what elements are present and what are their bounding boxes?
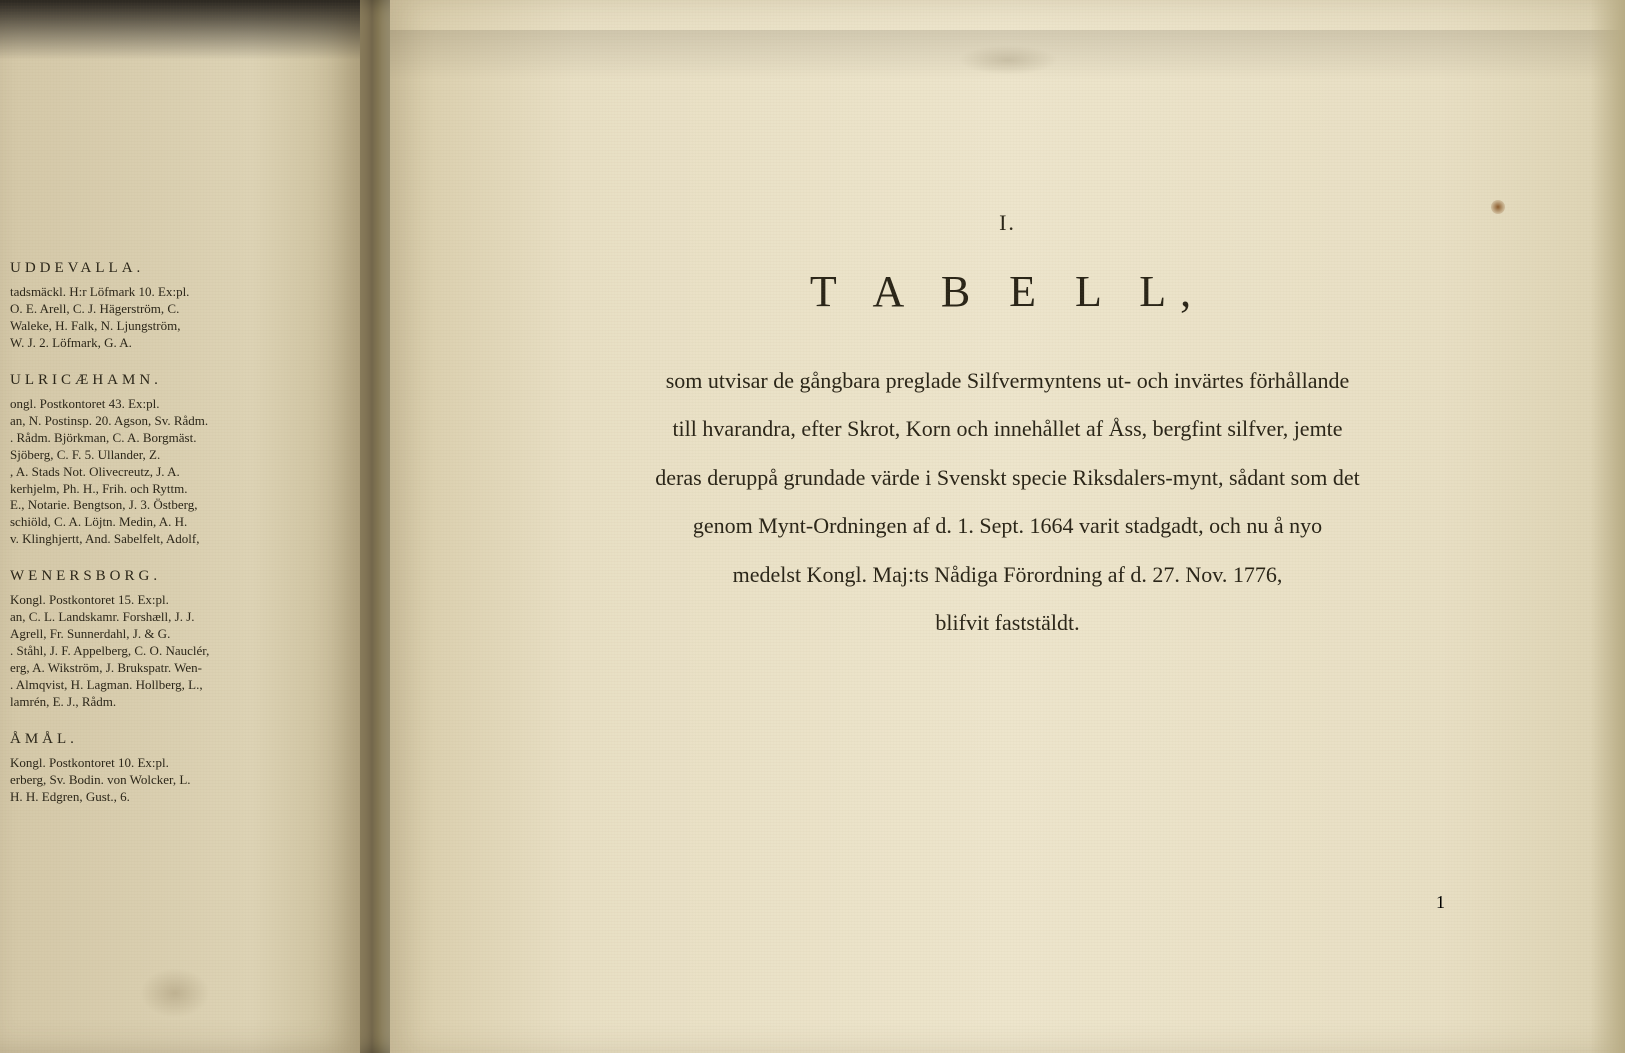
- directory-entry: an, N. Postinsp. 20. Agson, Sv. Rådm.: [18, 413, 340, 430]
- directory-entry: erberg, Sv. Bodin. von Wolcker, L.: [18, 772, 340, 789]
- directory-entry: schiöld, C. A. Löjtn. Medin, A. H.: [18, 514, 340, 531]
- age-stain: [140, 968, 210, 1018]
- section-numeral: I.: [490, 210, 1525, 236]
- body-paragraph: som utvisar de gångbara preglade Silfver…: [533, 357, 1483, 647]
- directory-entry: lamrén, E. J., Rådm.: [18, 694, 340, 711]
- directory-entry: Waleke, H. Falk, N. Ljungström,: [18, 318, 340, 335]
- book-spread: UDDEVALLA. tadsmäckl. H:r Löfmark 10. Ex…: [0, 0, 1625, 1053]
- right-page-content: I. T A B E L L, som utvisar de gångbara …: [490, 210, 1525, 647]
- page-title: T A B E L L,: [490, 266, 1525, 317]
- directory-entry: . Almqvist, H. Lagman. Hollberg, L.,: [18, 677, 340, 694]
- left-page: UDDEVALLA. tadsmäckl. H:r Löfmark 10. Ex…: [0, 0, 360, 1053]
- directory-entry: Agrell, Fr. Sunnerdahl, J. & G.: [18, 626, 340, 643]
- body-line: genom Mynt-Ordningen af d. 1. Sept. 1664…: [693, 513, 1322, 538]
- body-line: deras deruppå grundade värde i Svenskt s…: [655, 465, 1359, 490]
- directory-entry: W. J. 2. Löfmark, G. A.: [18, 335, 340, 352]
- body-line: blifvit faststäldt.: [935, 610, 1079, 635]
- body-line: som utvisar de gångbara preglade Silfver…: [666, 368, 1350, 393]
- city-heading: UDDEVALLA.: [10, 258, 340, 278]
- city-heading: ÅMÅL.: [10, 729, 340, 749]
- directory-entry: . Ståhl, J. F. Appelberg, C. O. Nauclér,: [18, 643, 340, 660]
- book-spine: [360, 0, 390, 1053]
- directory-entry: erg, A. Wikström, J. Brukspatr. Wen-: [18, 660, 340, 677]
- body-line: medelst Kongl. Maj:ts Nådiga Förordning …: [733, 562, 1283, 587]
- directory-entry: Sjöberg, C. F. 5. Ullander, Z.: [18, 447, 340, 464]
- city-heading: ULRICÆHAMN.: [10, 370, 340, 390]
- directory-entry: E., Notarie. Bengtson, J. 3. Östberg,: [18, 497, 340, 514]
- foxing-spot: [1491, 200, 1505, 214]
- directory-entry: tadsmäckl. H:r Löfmark 10. Ex:pl.: [18, 284, 340, 301]
- directory-entry: . Rådm. Björkman, C. A. Borgmäst.: [18, 430, 340, 447]
- city-heading: WENERSBORG.: [10, 566, 340, 586]
- directory-entry: kerhjelm, Ph. H., Frih. och Ryttm.: [18, 481, 340, 498]
- page-crease: [958, 45, 1058, 75]
- directory-entry: Kongl. Postkontoret 10. Ex:pl.: [18, 755, 340, 772]
- directory-entry: , A. Stads Not. Olivecreutz, J. A.: [18, 464, 340, 481]
- directory-entry: an, C. L. Landskamr. Forshæll, J. J.: [18, 609, 340, 626]
- directory-entry: Kongl. Postkontoret 15. Ex:pl.: [18, 592, 340, 609]
- directory-entry: ongl. Postkontoret 43. Ex:pl.: [18, 396, 340, 413]
- directory-entry: O. E. Arell, C. J. Hägerström, C.: [18, 301, 340, 318]
- right-page: I. T A B E L L, som utvisar de gångbara …: [390, 0, 1625, 1053]
- directory-entry: H. H. Edgren, Gust., 6.: [18, 789, 340, 806]
- page-signature-mark: 1: [1436, 892, 1445, 913]
- directory-entry: v. Klinghjertt, And. Sabelfelt, Adolf,: [18, 531, 340, 548]
- left-page-content: UDDEVALLA. tadsmäckl. H:r Löfmark 10. Ex…: [0, 258, 340, 805]
- body-line: till hvarandra, efter Skrot, Korn och in…: [672, 416, 1342, 441]
